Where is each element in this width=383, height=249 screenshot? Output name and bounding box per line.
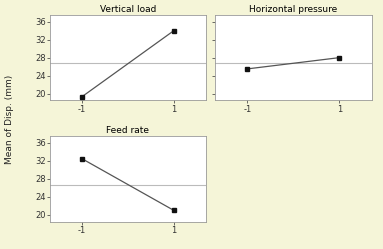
Title: Vertical load: Vertical load: [100, 5, 156, 14]
Title: Horizontal pressure: Horizontal pressure: [249, 5, 337, 14]
Text: Mean of Disp. (mm): Mean of Disp. (mm): [5, 75, 14, 164]
Title: Feed rate: Feed rate: [106, 126, 149, 135]
